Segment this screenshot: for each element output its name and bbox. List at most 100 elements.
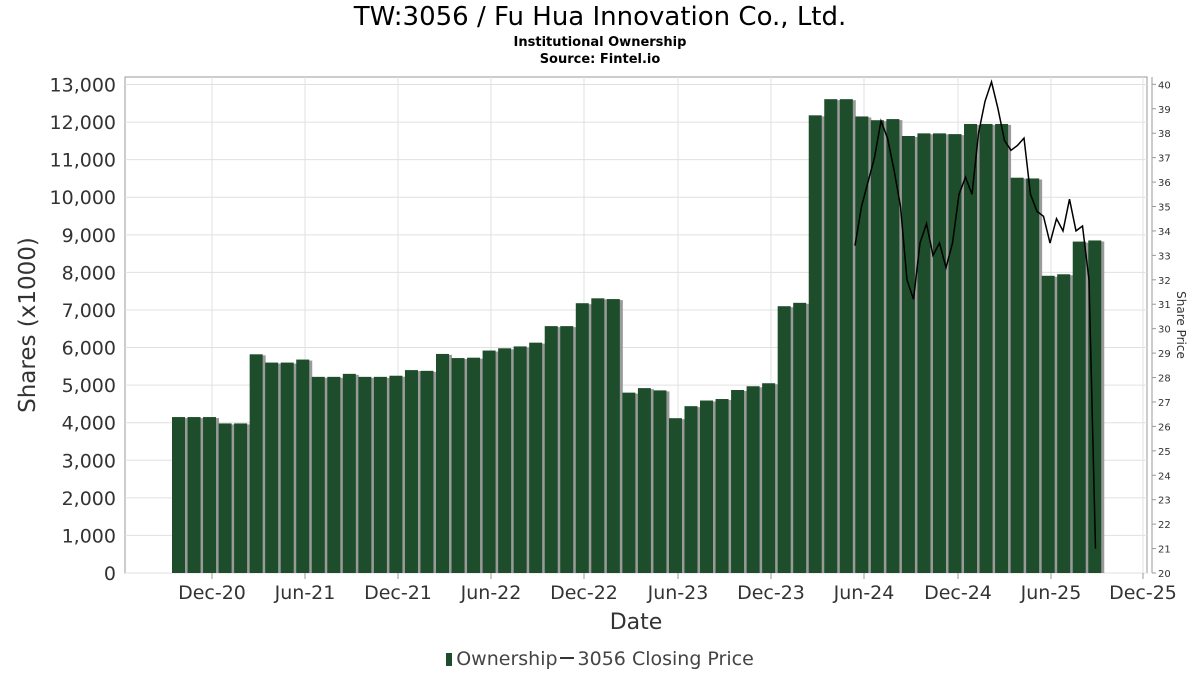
ownership-bar [482,350,496,573]
x-tick-label: Jun-24 [833,582,895,604]
ownership-bar [560,326,574,573]
ownership-bar [808,115,822,573]
ownership-bar [606,299,620,573]
y2-tick-label: 29 [1158,349,1171,360]
y-tick-label: 8,000 [62,262,116,284]
ownership-bar [870,120,884,573]
x-tick-label: Dec-23 [737,582,805,604]
ownership-bar [839,99,853,573]
y2-tick-label: 22 [1158,520,1171,531]
y-tick-label: 0 [104,563,116,585]
legend-ownership-label: Ownership [456,648,558,670]
ownership-bar [327,376,341,573]
y2-tick-label: 40 [1158,80,1171,91]
x-axis-label: Date [610,610,663,635]
y2-tick-label: 32 [1158,276,1171,287]
ownership-bar [653,390,667,573]
x-tick-label: Jun-22 [460,582,522,604]
chart-legend: Ownership 3056 Closing Price [0,648,1200,670]
ownership-bar [342,373,356,573]
y2-tick-label: 34 [1158,227,1171,238]
y-tick-label: 12,000 [50,112,116,134]
ownership-bar [544,326,558,573]
y2-axis-label: Share Price [1174,291,1188,359]
y2-tick-label: 27 [1158,398,1171,409]
chart-title: TW:3056 / Fu Hua Innovation Co., Ltd. [353,2,847,32]
ownership-bar [404,370,418,573]
y-tick-label: 3,000 [62,450,116,472]
chart-source: Source: Fintel.io [539,52,661,67]
y2-tick-label: 37 [1158,154,1171,165]
y2-tick-label: 39 [1158,105,1171,116]
ownership-bar [296,359,310,573]
ownership-bar [901,135,915,573]
legend-price-swatch [559,657,574,659]
ownership-bar [637,388,651,573]
y2-tick-label: 24 [1158,471,1171,482]
y-tick-label: 13,000 [50,75,116,97]
ownership-bar [824,99,838,573]
x-tick-label: Dec-24 [924,582,992,604]
y-tick-label: 10,000 [50,187,116,209]
ownership-bar [234,423,248,573]
y2-tick-label: 23 [1158,496,1171,507]
y2-tick-label: 20 [1158,569,1171,580]
y2-tick-label: 31 [1158,300,1171,311]
ownership-bar [684,406,698,573]
y2-tick-label: 26 [1158,422,1171,433]
ownership-bar [793,302,807,573]
ownership-bar [932,133,946,573]
ownership-bar [777,306,791,573]
x-tick-label: Dec-25 [1109,582,1177,604]
ownership-bar [1026,178,1040,574]
ownership-bar [1010,177,1024,573]
ownership-bar [358,376,372,573]
ownership-bar [1041,275,1055,573]
y-tick-label: 2,000 [62,488,116,510]
ownership-bar [948,134,962,573]
ownership-bar [498,348,512,573]
ownership-bar [436,353,450,573]
ownership-bar [575,303,589,573]
chart-subtitle: Institutional Ownership [513,35,687,50]
ownership-bar [389,375,403,573]
x-tick-label: Jun-25 [1020,582,1082,604]
ownership-bar [529,342,543,573]
x-tick-label: Jun-23 [647,582,709,604]
ownership-bar [762,383,776,573]
ownership-bar [513,346,527,573]
y2-tick-label: 30 [1158,325,1171,336]
y-tick-label: 11,000 [50,150,116,172]
ownership-bar [373,376,387,573]
x-tick-label: Dec-20 [178,582,246,604]
ownership-bar [746,386,760,573]
ownership-bar [855,116,869,574]
y-tick-label: 1,000 [62,525,116,547]
ownership-bar [249,354,263,573]
y-tick-label: 4,000 [62,413,116,435]
ownership-bar [668,418,682,573]
y-tick-label: 9,000 [62,225,116,247]
ownership-bar [917,133,931,573]
ownership-bar [622,392,636,573]
ownership-bar [1057,274,1071,573]
x-tick-label: Dec-21 [364,582,432,604]
price-line [854,79,1097,549]
ownership-bar [964,123,978,573]
y-tick-label: 6,000 [62,338,116,360]
ownership-bar [1072,241,1086,573]
ownership-bar [886,119,900,574]
y2-tick-label: 33 [1158,251,1171,262]
ownership-bar [467,357,481,573]
ownership-bar [172,417,185,573]
ownership-bar [979,123,993,573]
ownership-bar [700,400,714,573]
y-tick-label: 7,000 [62,300,116,322]
ownership-bar [1088,240,1102,574]
y2-tick-label: 36 [1158,178,1171,189]
y-tick-label: 5,000 [62,375,116,397]
ownership-bar [203,417,217,573]
ownership-bar [218,423,232,573]
x-tick-label: Dec-22 [550,582,618,604]
